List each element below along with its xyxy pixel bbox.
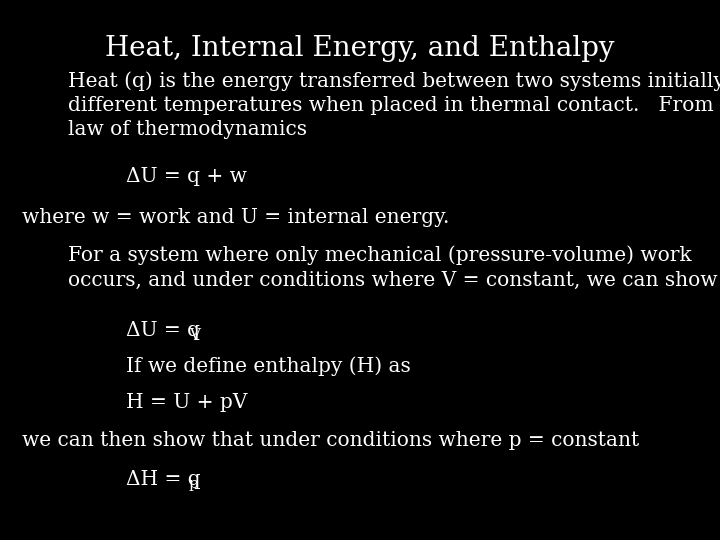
Text: H = U + pV: H = U + pV [126,393,248,412]
Text: where w = work and U = internal energy.: where w = work and U = internal energy. [22,208,449,227]
Text: Heat (q) is the energy transferred between two systems initially at
different te: Heat (q) is the energy transferred betwe… [68,71,720,139]
Text: For a system where only mechanical (pressure-volume) work
occurs, and under cond: For a system where only mechanical (pres… [68,246,718,289]
Text: If we define enthalpy (H) as: If we define enthalpy (H) as [126,356,410,376]
Text: Heat, Internal Energy, and Enthalpy: Heat, Internal Energy, and Enthalpy [105,35,615,62]
Text: V: V [189,328,199,342]
Text: ΔH = q: ΔH = q [126,470,201,489]
Text: ΔU = q + w: ΔU = q + w [126,167,247,186]
Text: we can then show that under conditions where p = constant: we can then show that under conditions w… [22,431,639,450]
Text: ΔU = q: ΔU = q [126,321,200,340]
Text: p: p [189,477,199,491]
